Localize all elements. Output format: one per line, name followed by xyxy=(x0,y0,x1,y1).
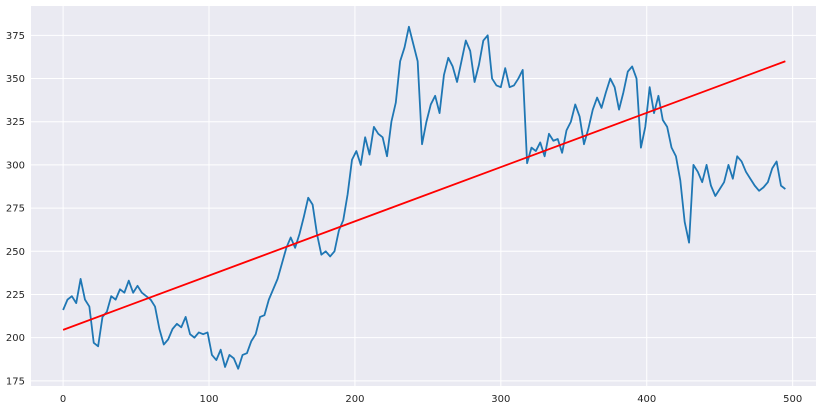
x-tick-label: 400 xyxy=(637,394,656,405)
y-tick-label: 275 xyxy=(6,204,25,215)
y-tick-label: 375 xyxy=(6,31,25,42)
series-line-price xyxy=(62,25,786,370)
y-axis-ticks: 175 200 225 250 275 300 325 350 375 xyxy=(6,31,25,387)
y-tick-label: 350 xyxy=(6,74,25,85)
x-tick-label: 500 xyxy=(783,394,802,405)
y-tick-label: 225 xyxy=(6,290,25,301)
x-tick-label: 300 xyxy=(491,394,510,405)
series-line-trend xyxy=(62,60,786,331)
x-axis-ticks: 0 100 200 300 400 500 xyxy=(60,394,802,405)
y-tick-label: 325 xyxy=(6,117,25,128)
x-gridlines xyxy=(62,6,794,386)
y-tick-label: 200 xyxy=(6,333,25,344)
x-tick-label: 200 xyxy=(345,394,364,405)
x-tick-label: 0 xyxy=(60,394,66,405)
x-tick-label: 100 xyxy=(199,394,218,405)
series-layer xyxy=(62,25,786,370)
y-tick-label: 300 xyxy=(6,160,25,171)
y-tick-label: 250 xyxy=(6,247,25,258)
y-tick-label: 175 xyxy=(6,376,25,387)
